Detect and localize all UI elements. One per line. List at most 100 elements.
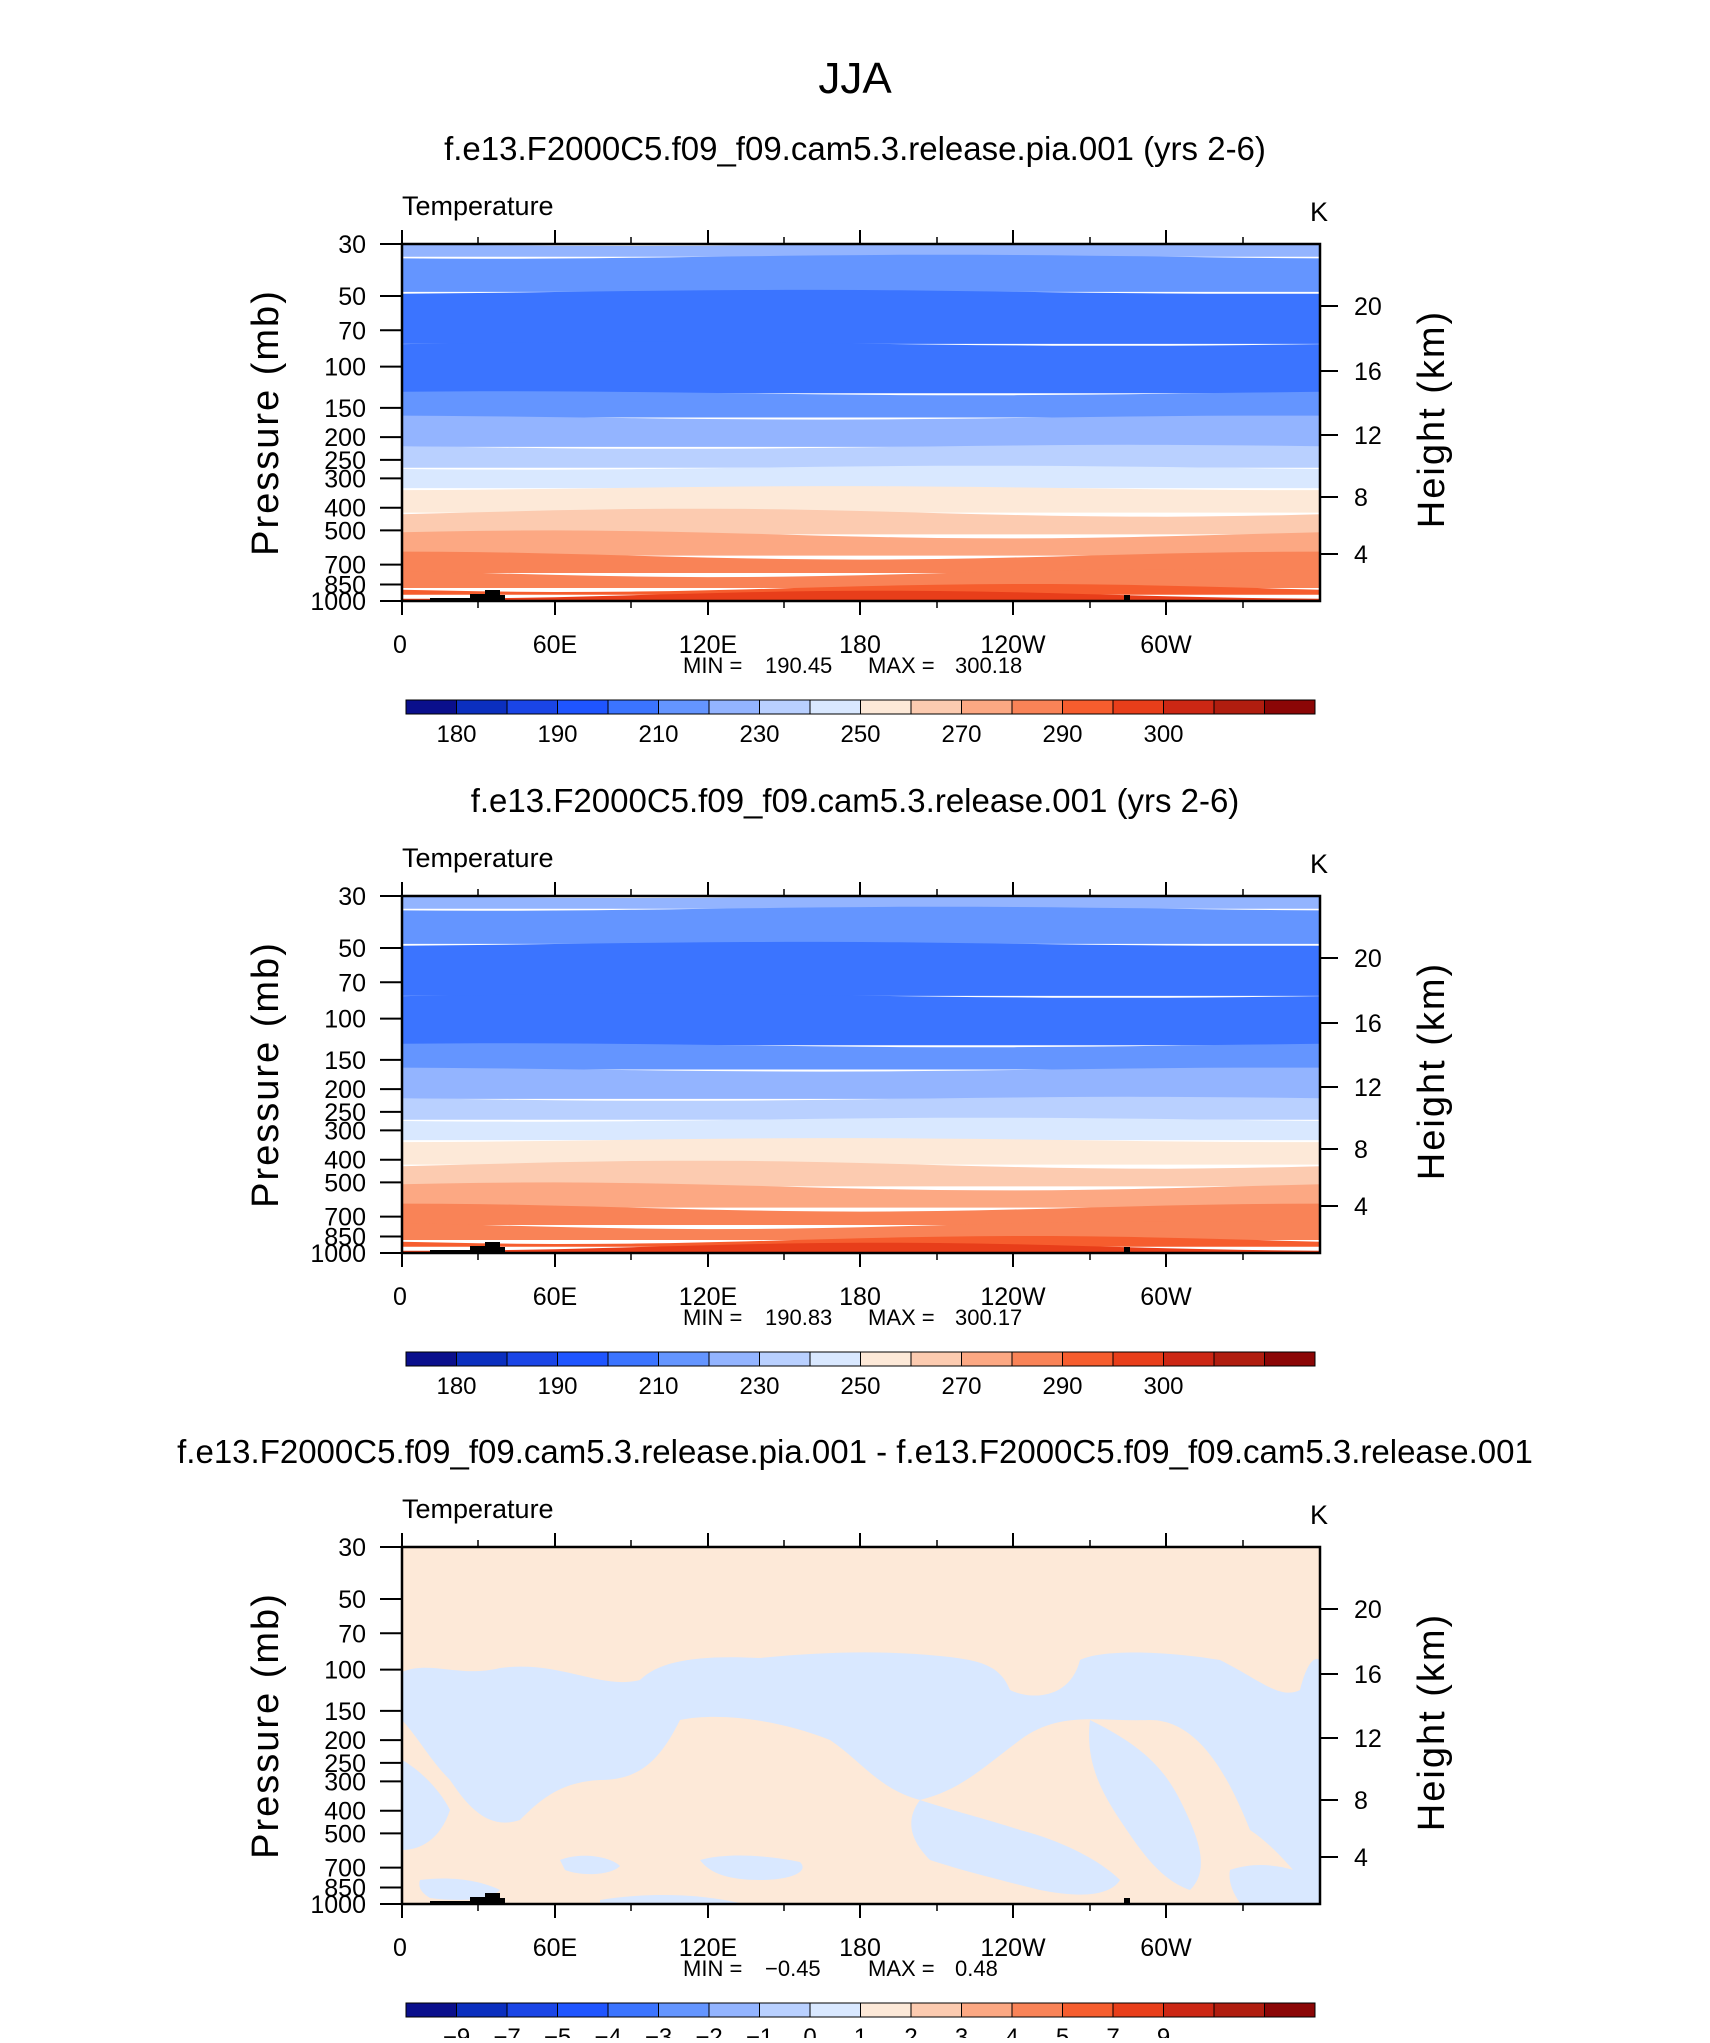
colorbar-box xyxy=(607,1351,659,1367)
min-label: MIN = xyxy=(683,1956,742,1981)
y-right-tick-label: 12 xyxy=(1354,1074,1382,1102)
colorbar-label: 290 xyxy=(1042,721,1082,748)
x-tick-label: 120W xyxy=(980,631,1046,659)
y-tick-label: 30 xyxy=(338,231,366,259)
colorbar-box xyxy=(860,1351,912,1367)
y-tick-label: 300 xyxy=(324,1117,366,1145)
colorbar-box xyxy=(809,699,861,715)
x-tick-label: 60W xyxy=(1140,1283,1192,1311)
colorbar-box xyxy=(1011,2002,1063,2018)
colorbar-box xyxy=(456,2002,508,2018)
y-tick-label: 850 xyxy=(324,571,366,599)
colorbar-box xyxy=(557,1351,609,1367)
field-layer xyxy=(402,590,1320,601)
y-right-tick-label: 8 xyxy=(1354,1136,1368,1164)
colorbar-label: 230 xyxy=(739,1373,779,1400)
field-layer xyxy=(402,584,1320,595)
y-right-tick-label: 4 xyxy=(1354,541,1368,569)
field-layer xyxy=(402,1242,1320,1253)
colorbar-label: −3 xyxy=(645,2024,672,2038)
colorbar-box xyxy=(506,699,558,715)
colorbar-box xyxy=(506,1351,558,1367)
colorbar-label: −2 xyxy=(695,2024,722,2038)
colorbar-label: 300 xyxy=(1143,721,1183,748)
y-axis-title: Pressure (mb) xyxy=(245,1592,287,1859)
negative-region xyxy=(911,1800,1120,1895)
x-tick-label: 180 xyxy=(839,1283,881,1311)
field-layer xyxy=(402,289,1320,344)
field-layer xyxy=(402,415,1320,447)
field-layer xyxy=(402,1117,1320,1141)
terrain xyxy=(1124,1247,1130,1253)
colorbar-label: 3 xyxy=(955,2024,968,2038)
y-tick-label: 700 xyxy=(324,552,366,580)
colorbar-label: −9 xyxy=(443,2024,470,2038)
field-layers xyxy=(402,244,1320,601)
colorbar-box xyxy=(1264,699,1316,715)
colorbar-box xyxy=(1213,2002,1265,2018)
negative-region xyxy=(560,1855,620,1875)
panel-title: f.e13.F2000C5.f09_f09.cam5.3.release.001… xyxy=(471,782,1240,819)
panel-title: f.e13.F2000C5.f09_f09.cam5.3.release.pia… xyxy=(444,130,1266,167)
field-layer xyxy=(402,465,1320,489)
y-tick-label: 150 xyxy=(324,395,366,423)
y-right-tick-label: 12 xyxy=(1354,1725,1382,1753)
min-value: 190.83 xyxy=(765,1305,832,1330)
colorbar-box xyxy=(961,699,1013,715)
x-tick-label: 0 xyxy=(393,1934,407,1962)
y-axis-title: Pressure (mb) xyxy=(245,289,287,556)
colorbar-box xyxy=(557,2002,609,2018)
colorbar-label: 180 xyxy=(436,1373,476,1400)
field-layers xyxy=(402,1547,1320,1904)
y-tick-label: 100 xyxy=(324,1657,366,1685)
panel-1: f.e13.F2000C5.f09_f09.cam5.3.release.pia… xyxy=(245,130,1453,748)
y-tick-label: 1000 xyxy=(310,1891,366,1919)
colorbar-box xyxy=(658,1351,710,1367)
colorbar-box xyxy=(1213,699,1265,715)
field-layer xyxy=(402,530,1320,556)
field-layer xyxy=(402,1160,1320,1187)
colorbar-box xyxy=(759,1351,811,1367)
y-tick-label: 30 xyxy=(338,1534,366,1562)
y-tick-label: 100 xyxy=(324,354,366,382)
y-right-tick-label: 20 xyxy=(1354,1596,1382,1624)
variable-label: Temperature xyxy=(402,843,554,873)
y-tick-label: 70 xyxy=(338,317,366,345)
field-layer xyxy=(402,254,1320,292)
field-layer xyxy=(402,508,1320,535)
main-title: JJA xyxy=(818,54,892,103)
colorbar-box xyxy=(860,2002,912,2018)
colorbar-box xyxy=(1112,699,1164,715)
colorbar-label: 7 xyxy=(1106,2024,1119,2038)
variable-label: Temperature xyxy=(402,1494,554,1524)
colorbar-label: 190 xyxy=(537,721,577,748)
y-right-tick-label: 4 xyxy=(1354,1193,1368,1221)
panel-3: f.e13.F2000C5.f09_f09.cam5.3.release.pia… xyxy=(177,1433,1533,2043)
y-right-axis-title: Height (km) xyxy=(1411,962,1453,1180)
variable-label: Temperature xyxy=(402,191,554,221)
colorbar-box xyxy=(961,2002,1013,2018)
colorbar-label: 180 xyxy=(436,721,476,748)
colorbar-box xyxy=(1062,1351,1114,1367)
x-tick-label: 60W xyxy=(1140,631,1192,659)
field-layer xyxy=(402,1236,1320,1247)
colorbar-label: 290 xyxy=(1042,1373,1082,1400)
colorbar-box xyxy=(607,2002,659,2018)
field-layer xyxy=(402,941,1320,996)
field-layers xyxy=(402,896,1320,1253)
field-layer xyxy=(402,444,1320,468)
colorbar-label: −1 xyxy=(746,2024,773,2038)
max-label: MAX = xyxy=(868,653,935,678)
colorbar-box xyxy=(708,699,760,715)
max-label: MAX = xyxy=(868,1305,935,1330)
colorbar-box xyxy=(910,699,962,715)
colorbar-box xyxy=(456,1351,508,1367)
max-value: 300.18 xyxy=(955,653,1022,678)
x-tick-label: 0 xyxy=(393,631,407,659)
colorbar-box xyxy=(1112,2002,1164,2018)
x-tick-label: 180 xyxy=(839,1934,881,1962)
x-tick-label: 180 xyxy=(839,631,881,659)
colorbar-box xyxy=(1011,1351,1063,1367)
field-layer xyxy=(402,906,1320,944)
colorbar-box xyxy=(405,1351,457,1367)
